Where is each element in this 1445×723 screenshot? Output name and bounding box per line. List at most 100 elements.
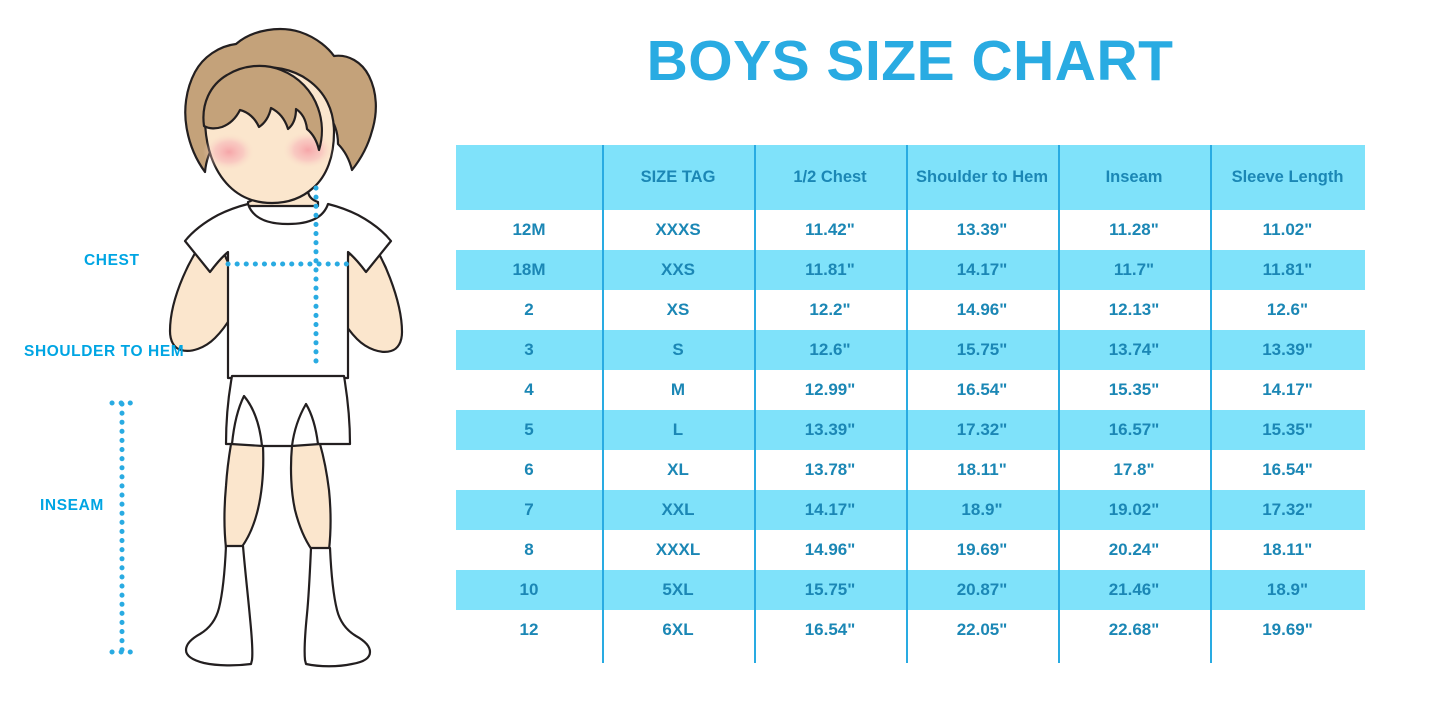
cell-size-tag: XL [602,450,754,490]
cell-inseam: 11.7" [1058,250,1210,290]
cell-inseam: 12.13" [1058,290,1210,330]
table-row: 12M XXXS 11.42" 13.39" 11.28" 11.02" [456,210,1365,250]
table-row: 3 S 12.6" 15.75" 13.74" 13.39" [456,330,1365,370]
cell-sleeve-length: 12.6" [1210,290,1365,330]
col-header-half-chest: 1/2 Chest [754,145,906,210]
cell-size-tag: XXS [602,250,754,290]
cell-sleeve-length: 15.35" [1210,410,1365,450]
cell-inseam: 11.28" [1058,210,1210,250]
cell-age: 4 [456,370,602,410]
cell-half-chest: 16.54" [754,610,906,650]
sleeve-seam-left [209,251,229,273]
table-row: 7 XXL 14.17" 18.9" 19.02" 17.32" [456,490,1365,530]
thigh-right [289,442,332,552]
table-body: 12M XXXS 11.42" 13.39" 11.28" 11.02" 18M… [456,210,1365,650]
cell-half-chest: 12.99" [754,370,906,410]
table-row: 18M XXS 11.81" 14.17" 11.7" 11.81" [456,250,1365,290]
boot-left [184,544,254,667]
cell-age: 6 [456,450,602,490]
cell-age: 12M [456,210,602,250]
cell-shoulder-to-hem: 14.96" [906,290,1058,330]
cell-inseam: 15.35" [1058,370,1210,410]
cell-half-chest: 14.17" [754,490,906,530]
cell-shoulder-to-hem: 13.39" [906,210,1058,250]
cell-sleeve-length: 19.69" [1210,610,1365,650]
cell-inseam: 16.57" [1058,410,1210,450]
table-row: 4 M 12.99" 16.54" 15.35" 14.17" [456,370,1365,410]
cell-shoulder-to-hem: 18.9" [906,490,1058,530]
boy-figure-illustration: CHEST SHOULDER TO HEM INSEAM [0,0,440,723]
cell-half-chest: 11.42" [754,210,906,250]
cell-sleeve-length: 13.39" [1210,330,1365,370]
cell-half-chest: 15.75" [754,570,906,610]
shoulder-to-hem-label: SHOULDER TO HEM [24,343,185,360]
cell-inseam: 19.02" [1058,490,1210,530]
cell-shoulder-to-hem: 18.11" [906,450,1058,490]
cell-half-chest: 11.81" [754,250,906,290]
cell-inseam: 17.8" [1058,450,1210,490]
cell-age: 8 [456,530,602,570]
blush-right [282,131,334,169]
cell-inseam: 21.46" [1058,570,1210,610]
cell-sleeve-length: 18.11" [1210,530,1365,570]
cell-shoulder-to-hem: 16.54" [906,370,1058,410]
cell-size-tag: 6XL [602,610,754,650]
table-row: 10 5XL 15.75" 20.87" 21.46" 18.9" [456,570,1365,610]
shorts-shape [224,374,352,448]
cell-age: 12 [456,610,602,650]
thigh-left [223,442,265,550]
cell-shoulder-to-hem: 14.17" [906,250,1058,290]
cell-shoulder-to-hem: 20.87" [906,570,1058,610]
cell-size-tag: 5XL [602,570,754,610]
col-header-size-tag: SIZE TAG [602,145,754,210]
cell-shoulder-to-hem: 17.32" [906,410,1058,450]
cell-sleeve-length: 16.54" [1210,450,1365,490]
cell-shoulder-to-hem: 15.75" [906,330,1058,370]
cell-size-tag: XS [602,290,754,330]
table-row: 5 L 13.39" 17.32" 16.57" 15.35" [456,410,1365,450]
cell-shoulder-to-hem: 19.69" [906,530,1058,570]
cell-size-tag: L [602,410,754,450]
blush-left [203,133,255,171]
cell-half-chest: 12.6" [754,330,906,370]
header-row: SIZE TAG 1/2 Chest Shoulder to Hem Insea… [456,145,1365,210]
cell-inseam: 13.74" [1058,330,1210,370]
cell-sleeve-length: 11.81" [1210,250,1365,290]
table-header: SIZE TAG 1/2 Chest Shoulder to Hem Insea… [456,145,1365,210]
cell-sleeve-length: 14.17" [1210,370,1365,410]
col-header-shoulder-to-hem: Shoulder to Hem [906,145,1058,210]
cell-age: 7 [456,490,602,530]
col-header-sleeve-length: Sleeve Length [1210,145,1365,210]
cell-sleeve-length: 17.32" [1210,490,1365,530]
cell-age: 18M [456,250,602,290]
table-row: 12 6XL 16.54" 22.05" 22.68" 19.69" [456,610,1365,650]
table-row: 8 XXXL 14.96" 19.69" 20.24" 18.11" [456,530,1365,570]
cell-inseam: 22.68" [1058,610,1210,650]
size-chart-table-container: SIZE TAG 1/2 Chest Shoulder to Hem Insea… [456,145,1365,650]
cell-age: 5 [456,410,602,450]
col-header-inseam: Inseam [1058,145,1210,210]
cell-inseam: 20.24" [1058,530,1210,570]
col-header-age [456,145,602,210]
cell-size-tag: XXXS [602,210,754,250]
cell-half-chest: 14.96" [754,530,906,570]
boot-right [303,546,372,668]
cell-sleeve-length: 11.02" [1210,210,1365,250]
cell-half-chest: 13.39" [754,410,906,450]
sleeve-seam-right [347,251,367,273]
inseam-label: INSEAM [40,497,104,514]
cell-half-chest: 13.78" [754,450,906,490]
cell-half-chest: 12.2" [754,290,906,330]
cell-size-tag: XXL [602,490,754,530]
table-row: 2 XS 12.2" 14.96" 12.13" 12.6" [456,290,1365,330]
cell-size-tag: S [602,330,754,370]
size-chart-table: SIZE TAG 1/2 Chest Shoulder to Hem Insea… [456,145,1365,650]
cell-size-tag: M [602,370,754,410]
cell-shoulder-to-hem: 22.05" [906,610,1058,650]
boy-figure-svg [109,28,404,668]
hair-fringe [202,64,323,152]
cell-sleeve-length: 18.9" [1210,570,1365,610]
cell-size-tag: XXXL [602,530,754,570]
cell-age: 2 [456,290,602,330]
